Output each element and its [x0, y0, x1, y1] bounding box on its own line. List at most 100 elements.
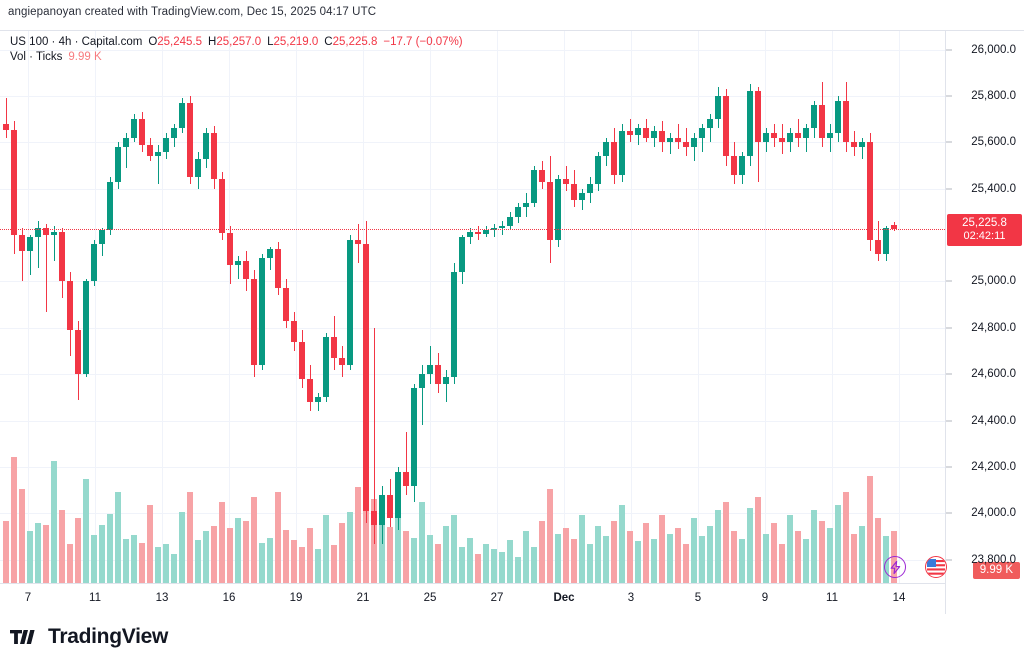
volume-bar [515, 557, 521, 583]
volume-bar [667, 533, 673, 583]
candle-body [595, 156, 601, 185]
volume-bar [219, 502, 225, 583]
candle-wick [46, 223, 47, 312]
time-gridline [296, 31, 297, 583]
candle-body [339, 358, 345, 365]
volume-bar [419, 502, 425, 583]
volume-bar [107, 514, 113, 583]
volume-bar [387, 527, 393, 583]
candle-body [211, 133, 217, 180]
lightning-bolt-icon[interactable] [884, 556, 906, 578]
volume-bar [251, 497, 257, 583]
volume-bar [171, 554, 177, 583]
price-gridline [0, 420, 945, 422]
price-gridline [0, 142, 945, 144]
candle-body [219, 179, 225, 233]
candle-body [435, 364, 441, 384]
time-tick-label: 13 [155, 592, 169, 604]
volume-bar [539, 520, 545, 583]
candle-body [163, 137, 169, 152]
candle-body [195, 158, 201, 178]
candle-body [467, 231, 473, 238]
candle-body [251, 279, 257, 365]
candle-body [627, 130, 633, 136]
volume-bar [691, 518, 697, 583]
candle-body [331, 337, 337, 358]
us-flag-icon[interactable] [925, 556, 947, 578]
chart-plot-area[interactable] [0, 31, 945, 583]
time-tick-label: 3 [627, 592, 635, 604]
volume-bar [147, 505, 153, 583]
volume-bar [355, 486, 361, 583]
price-tick-dash [946, 327, 952, 329]
candle-body [35, 228, 41, 238]
volume-bar [27, 531, 33, 583]
candle-wick [422, 364, 423, 426]
candle-body [187, 102, 193, 178]
volume-bar [731, 531, 737, 583]
candle-body [755, 91, 761, 143]
volume-bar [363, 479, 369, 583]
candle-wick [502, 221, 503, 236]
candle-body [483, 230, 489, 234]
volume-bar [859, 525, 865, 583]
candle-body [427, 364, 433, 375]
candle-body [283, 288, 289, 321]
volume-bar [603, 536, 609, 583]
time-tick-label: Dec [553, 592, 575, 604]
candle-body [355, 239, 361, 245]
candle-body [315, 397, 321, 403]
price-tick-label: 24,600.0 [971, 368, 1016, 381]
price-axis[interactable]: 25,225.8 02:42:11 9.99 K 26,000.0 25,800.… [945, 31, 1024, 614]
candle-body [635, 128, 641, 136]
candle-body [539, 170, 545, 182]
volume-bar [67, 544, 73, 583]
candle-body [3, 123, 9, 130]
candle-body [787, 133, 793, 143]
candle-body [67, 281, 73, 331]
candle-wick [862, 137, 863, 159]
price-tick-label: 25,600.0 [971, 136, 1016, 149]
candle-body [91, 244, 97, 282]
time-axis[interactable]: 7 11 13 16 19 21 25 27 Dec 3 5 9 11 14 [0, 583, 945, 614]
candle-body [171, 128, 177, 138]
candle-body [779, 137, 785, 143]
volume-bar [115, 492, 121, 583]
candle-wick [158, 144, 159, 185]
volume-bar [227, 528, 233, 583]
candle-body [763, 133, 769, 143]
candle-body [723, 95, 729, 157]
candle-body [139, 119, 145, 145]
candle-wick [318, 392, 319, 412]
time-tick-label: 14 [892, 592, 906, 604]
price-tick-label: 24,800.0 [971, 321, 1016, 334]
candle-body [683, 142, 689, 147]
volume-bar [283, 529, 289, 583]
volume-bar [507, 540, 513, 583]
bar-countdown: 02:42:11 [963, 230, 1006, 243]
volume-bar [131, 534, 137, 583]
candle-body [371, 511, 377, 525]
candle-body [75, 330, 81, 375]
volume-bar [723, 502, 729, 583]
candle-body [299, 341, 305, 379]
volume-bar [427, 534, 433, 583]
time-tick-label: 11 [826, 592, 838, 604]
candle-body [227, 232, 233, 266]
price-gridline [0, 327, 945, 329]
candle-body [819, 105, 825, 138]
candle-body [387, 494, 393, 519]
price-gridline [0, 513, 945, 515]
volume-bar [19, 489, 25, 583]
candle-body [827, 133, 833, 138]
candle-body [419, 374, 425, 389]
candle-body [747, 91, 753, 157]
volume-bar [843, 492, 849, 583]
volume-bar [779, 544, 785, 583]
candle-body [19, 235, 25, 252]
volume-bar [547, 489, 553, 583]
volume-bar [43, 524, 49, 583]
candle-body [603, 142, 609, 157]
candle-body [395, 471, 401, 519]
candle-body [531, 170, 537, 203]
